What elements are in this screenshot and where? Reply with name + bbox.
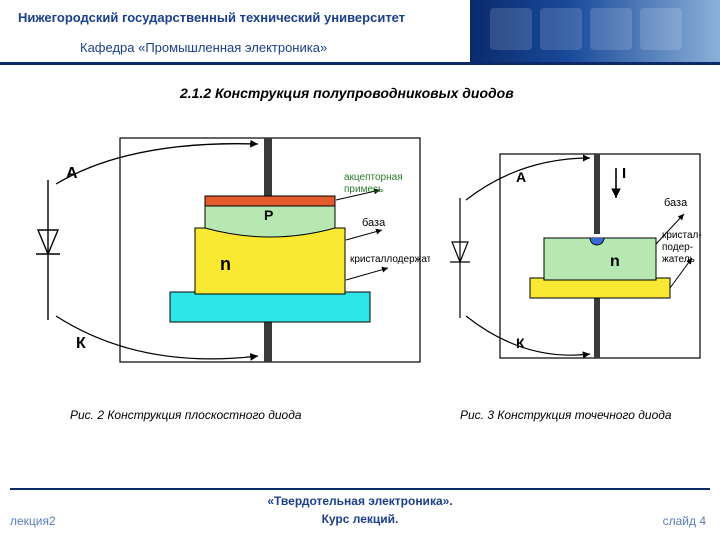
figure-2-caption: Рис. 3 Конструкция точечного диода [460,408,672,422]
label-n2: n [610,253,620,270]
diode-symbol-1 [36,180,60,320]
header-banner [470,0,720,62]
department-name: Кафедра «Промышленная электроника» [80,40,327,55]
section-number: 2.1.2 [180,85,211,101]
label-n: n [220,254,231,274]
label-holder2-1: кристал- [662,230,702,241]
footer-divider [10,488,710,490]
section-heading: Конструкция полупроводниковых диодов [215,85,514,101]
label-holder: кристаллодержатель [350,254,430,265]
label-acceptor-2: примесь [344,184,383,195]
label-K2: К [516,335,525,351]
footer-course: «Твердотельная электроника». Курс лекций… [0,492,720,528]
footer-left-label: лекция2 [10,514,56,528]
university-name: Нижегородский государственный технически… [18,10,405,25]
diode-symbol-2 [450,198,470,318]
label-P: P [264,207,273,223]
label-I: I [622,165,626,182]
label-base2: база [664,197,688,209]
banner-icons [490,8,682,50]
label-acceptor-1: акцепторная [344,172,403,183]
figure-1-caption: Рис. 2 Конструкция плоскостного диода [70,408,302,422]
header-divider [0,62,720,65]
label-holder2-3: жатель [662,254,695,265]
footer-right-label: слайд 4 [663,514,706,528]
figures-area: P n акцепторная примесь база кристаллоде… [0,130,720,430]
label-A: А [66,165,78,182]
slide-header: Нижегородский государственный технически… [0,0,720,72]
section-title: 2.1.2 Конструкция полупроводниковых диод… [180,84,520,102]
figure-2: n I база кристал- подер- жатель А К [440,148,710,388]
label-base: база [362,217,386,229]
course-line1: «Твердотельная электроника». [267,494,452,508]
label-K: К [76,335,86,352]
figure-1: P n акцепторная примесь база кристаллоде… [10,130,430,390]
course-line2: Курс лекций. [322,512,399,526]
label-A2: А [516,169,526,185]
label-holder2-2: подер- [662,242,693,253]
